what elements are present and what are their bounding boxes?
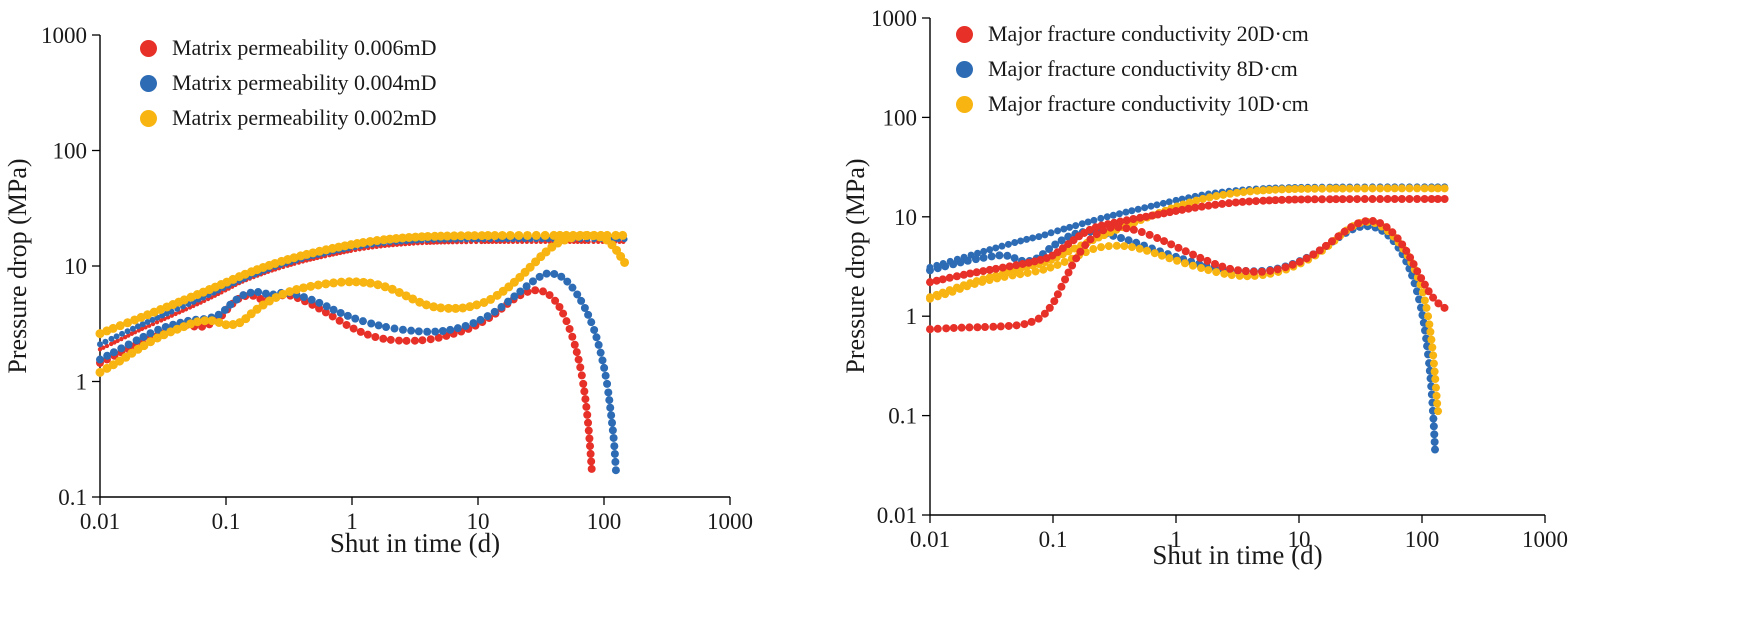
legend-label: Matrix permeability 0.004mD (172, 70, 437, 95)
x-tick-label: 0.01 (910, 527, 950, 552)
left-legend: Matrix permeability 0.006mD Matrix perme… (140, 34, 437, 132)
x-tick-label: 1000 (707, 509, 753, 534)
y-tick-label: 100 (883, 105, 918, 130)
matrix-permeability-0-002md-derivative (95, 231, 630, 377)
y-tick-label: 10 (64, 254, 87, 279)
legend-item-matrix-0006: Matrix permeability 0.006mD (140, 34, 437, 62)
left-x-axis-title: Shut in time (d) (329, 528, 501, 558)
legend-marker-yellow-icon (140, 109, 157, 127)
matrix-permeability-0-004md-derivative (96, 269, 620, 475)
right-chart: Pressure drop (MPa) 0.01 0.1 1 10 100 1000 0.0… (840, 0, 1620, 642)
legend-marker-blue-icon (140, 74, 157, 92)
major-fracture-conductivity-8d-cm-derivative (926, 222, 1440, 454)
y-tick-label: 1000 (871, 6, 917, 31)
x-tick-label: 100 (587, 509, 622, 534)
y-tick-label: 0.01 (877, 503, 917, 528)
matrix-permeability-0-002md-pressure (95, 230, 628, 339)
legend-item-conductivity-8: Major fracture conductivity 8D·cm (956, 55, 1309, 83)
legend-item-conductivity-10: Major fracture conductivity 10D·cm (956, 90, 1309, 118)
x-tick-label: 100 (1405, 527, 1440, 552)
major-fracture-conductivity-20d-cm-pressure (926, 194, 1449, 287)
legend-item-matrix-0002: Matrix permeability 0.002mD (140, 104, 437, 132)
y-tick-label: 1 (906, 304, 918, 329)
right-x-axis-title: Shut in time (d) (1152, 540, 1323, 570)
right-legend: Major fracture conductivity 20D·cm Major… (956, 20, 1309, 118)
major-fracture-conductivity-20d-cm-derivative (926, 217, 1449, 334)
legend-label: Matrix permeability 0.006mD (172, 35, 437, 60)
x-tick-label: 0.1 (212, 509, 241, 534)
legend-marker-blue-icon (956, 60, 973, 78)
x-tick-label: 10 (467, 509, 490, 534)
x-tick-label: 10 (1288, 527, 1311, 552)
x-tick-label: 0.1 (1039, 527, 1068, 552)
x-tick-label: 1 (1170, 527, 1182, 552)
y-tick-label: 1 (76, 370, 88, 395)
legend-marker-red-icon (956, 25, 973, 43)
y-tick-label: 100 (53, 139, 88, 164)
legend-marker-yellow-icon (956, 95, 973, 113)
legend-label: Major fracture conductivity 20D·cm (988, 21, 1309, 46)
x-tick-label: 0.01 (80, 509, 120, 534)
legend-item-matrix-0004: Matrix permeability 0.004mD (140, 69, 437, 97)
right-plot-canvas: 0.01 0.1 1 10 100 1000 0.01 0.1 1 10 100 1000 (871, 6, 1568, 552)
left-chart: Pressure drop (MPa) 0.01 0.1 1 10 100 1000 0.1… (0, 0, 800, 642)
legend-label: Matrix permeability 0.002mD (172, 105, 437, 130)
legend-label: Major fracture conductivity 10D·cm (988, 91, 1309, 116)
y-tick-label: 0.1 (888, 404, 917, 429)
legend-item-conductivity-20: Major fracture conductivity 20D·cm (956, 20, 1309, 48)
y-tick-label: 10 (894, 205, 917, 230)
x-tick-label: 1000 (1522, 527, 1568, 552)
x-tick-label: 1 (346, 509, 358, 534)
legend-marker-red-icon (140, 39, 157, 57)
y-tick-label: 0.1 (58, 485, 87, 510)
legend-label: Major fracture conductivity 8D·cm (988, 56, 1298, 81)
y-tick-label: 1000 (41, 23, 87, 48)
